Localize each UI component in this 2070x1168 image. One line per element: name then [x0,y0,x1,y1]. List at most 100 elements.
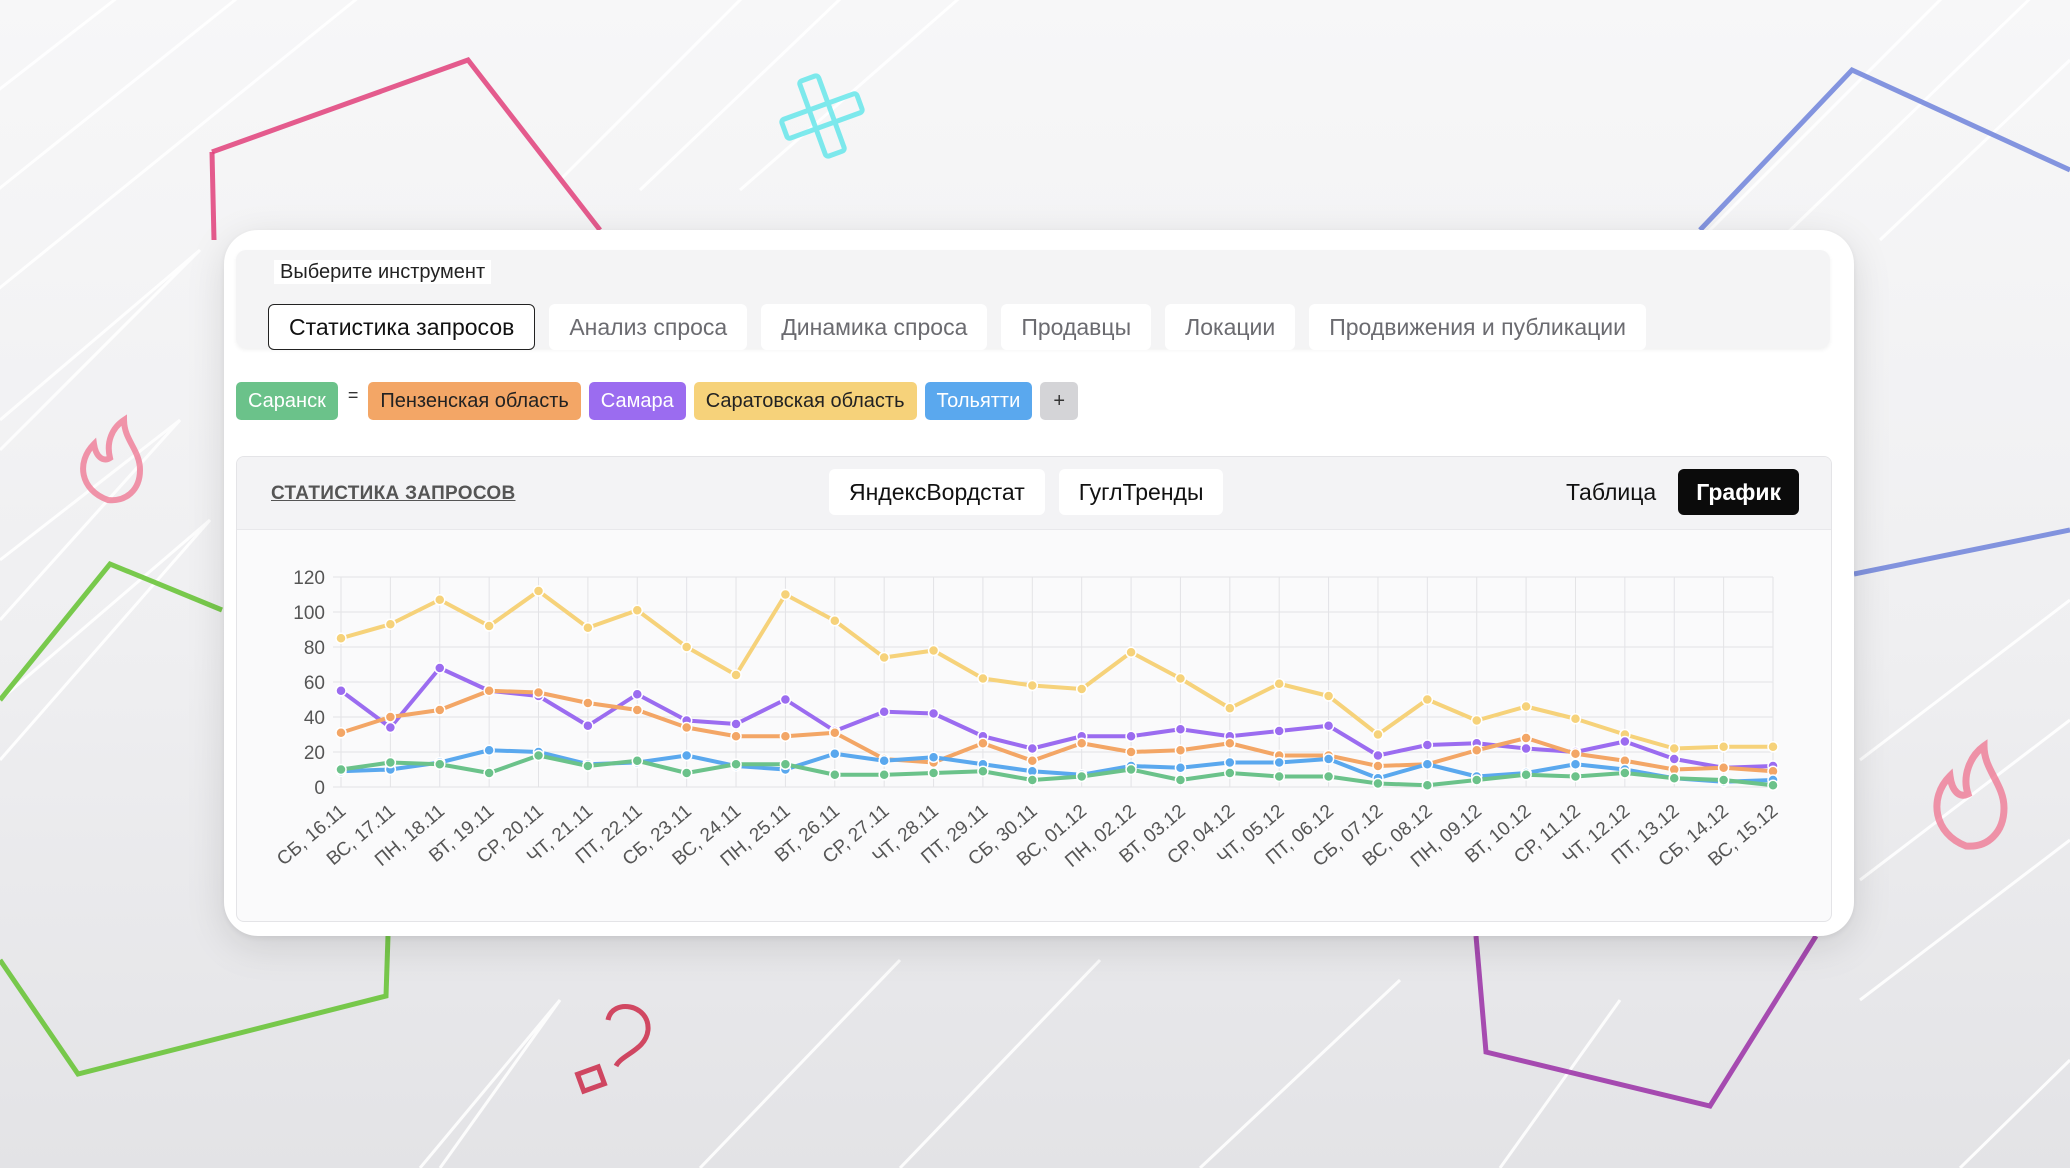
data-point [631,755,644,767]
region-chip-tolyatti[interactable]: Тольятти [924,382,1033,420]
data-point [335,685,347,697]
data-point [1273,678,1285,690]
data-point [977,765,989,777]
data-point [384,618,397,630]
data-point [1668,753,1680,765]
data-point [1569,713,1582,725]
data-point [977,672,989,685]
tool-tab-request-stats[interactable]: Статистика запросов [268,304,536,350]
data-point [1075,683,1088,695]
data-point [878,651,890,664]
data-point [1470,744,1483,756]
region-chip-saratov[interactable]: Саратовская область [693,382,917,420]
data-point [1372,760,1384,772]
purple-hexagon-outline [1473,934,1819,1109]
data-point [434,704,446,716]
data-point [1125,746,1137,758]
data-point [335,632,347,644]
data-point [532,749,545,762]
series-line-2 [340,688,1774,774]
tool-selector-label: Выберите инструмент [274,260,492,284]
data-point [1273,756,1285,769]
data-point [730,718,742,730]
data-point [1520,769,1532,781]
data-point [1372,749,1384,762]
data-point [730,669,742,681]
data-point [335,763,347,776]
data-point [927,644,940,657]
tool-selector-panel: Выберите инструмент Статистика запросов … [236,250,1830,350]
data-point [1372,728,1384,741]
y-tick-label: 120 [293,568,325,589]
stats-title[interactable]: СТАТИСТИКА ЗАПРОСОВ [271,483,516,504]
data-point [1619,767,1631,779]
blue-hexagon-outline [1698,66,2070,577]
data-point [1569,748,1582,760]
y-tick-label: 80 [304,638,325,659]
data-point [1717,762,1730,774]
data-point [483,744,495,756]
stats-panel: СТАТИСТИКА ЗАПРОСОВ ЯндексВордстат ГуглТ… [236,456,1832,922]
data-point [582,697,594,709]
question-icon [574,1004,651,1095]
data-point [1322,690,1335,702]
fire-icon [80,414,144,504]
data-point [1619,735,1631,748]
data-point [631,604,644,616]
data-point [1026,755,1039,767]
data-point [582,622,594,634]
data-point [1224,756,1236,769]
data-point [335,727,347,739]
data-point [434,594,446,606]
data-point [1224,702,1236,714]
data-point [1174,672,1187,685]
data-point [582,720,594,732]
view-tab-table[interactable]: Таблица [1566,478,1657,505]
data-point [1174,723,1187,735]
y-tick-label: 20 [304,743,325,764]
region-chip-penza[interactable]: Пензенская область [368,382,581,420]
data-point [1767,741,1779,753]
data-point [1075,770,1088,783]
source-tab-yandex[interactable]: ЯндексВордстат [829,469,1045,515]
view-tab-chart[interactable]: График [1678,469,1799,515]
data-point [1421,739,1434,751]
data-point [434,662,446,674]
tool-tab-demand-analysis[interactable]: Анализ спроса [549,304,748,350]
data-point [977,737,989,749]
data-point [1224,767,1236,779]
data-point [878,769,890,781]
data-point [384,711,397,723]
data-point [680,749,693,762]
data-point [532,686,545,699]
data-point [1322,720,1335,732]
y-tick-label: 60 [304,673,325,694]
data-point [730,758,742,770]
data-point [680,721,693,734]
data-point [927,751,940,763]
data-point [1421,693,1434,706]
data-point [631,704,644,716]
region-chips: Саранск = Пензенская область Самара Сара… [236,382,1079,420]
add-region-button[interactable]: + [1040,382,1079,420]
data-point [1520,700,1532,713]
data-point [829,727,841,739]
data-point [878,706,890,718]
data-point [829,769,841,781]
source-tabs: ЯндексВордстат ГуглТренды [829,469,1224,515]
tool-tab-sellers[interactable]: Продавцы [1001,304,1152,350]
region-chip-saransk[interactable]: Саранск [236,382,338,420]
tool-tab-demand-dynamics[interactable]: Динамика спроса [761,304,988,350]
source-tab-google[interactable]: ГуглТренды [1058,469,1224,515]
tool-tab-locations[interactable]: Локации [1165,304,1296,350]
series-line-0 [340,589,1773,751]
region-chip-samara[interactable]: Самара [588,382,686,420]
tool-tab-promotions[interactable]: Продвижения и публикации [1309,304,1646,350]
view-tabs: Таблица График [1548,469,1799,515]
data-point [1569,758,1582,770]
data-point [779,693,792,706]
data-point [1470,714,1483,727]
data-point [927,767,940,779]
